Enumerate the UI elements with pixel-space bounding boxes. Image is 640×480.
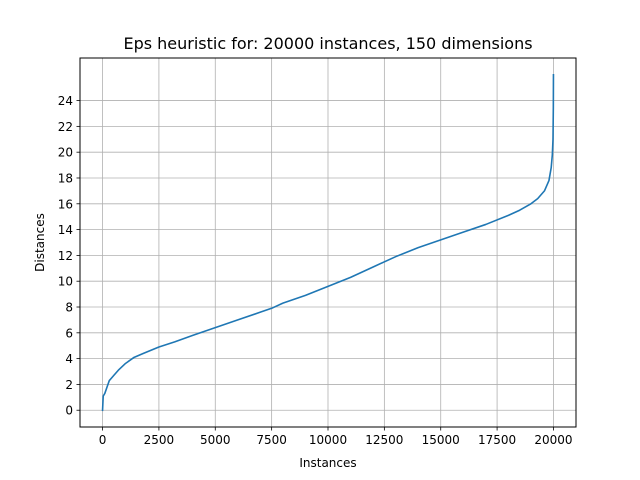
y-tick-label: 16	[58, 197, 73, 211]
x-tick-label: 0	[99, 433, 107, 447]
x-tick-label: 7500	[256, 433, 287, 447]
series-line	[101, 73, 555, 412]
y-tick-label: 0	[65, 404, 73, 418]
x-tick-label: 5000	[200, 433, 231, 447]
y-axis-label: Distances	[33, 213, 47, 272]
y-tick-label: 12	[58, 249, 73, 263]
grid-lines	[80, 58, 576, 427]
y-tick-label: 24	[58, 94, 73, 108]
y-tick-label: 18	[58, 171, 73, 185]
x-axis-ticks: 0 2500 5000 7500 10000 12500 15000 17500 20000	[99, 427, 573, 447]
y-tick-label: 10	[58, 275, 73, 289]
series-layer	[101, 73, 555, 412]
y-tick-label: 2	[65, 378, 73, 392]
chart-title: Eps heuristic for: 20000 instances, 150 …	[123, 34, 532, 53]
y-tick-label: 6	[65, 326, 73, 340]
y-tick-label: 22	[58, 120, 73, 134]
y-tick-label: 14	[58, 223, 73, 237]
x-tick-label: 15000	[422, 433, 460, 447]
x-tick-label: 20000	[534, 433, 572, 447]
x-tick-label: 10000	[309, 433, 347, 447]
y-tick-label: 20	[58, 146, 73, 160]
x-axis-label: Instances	[299, 456, 356, 470]
x-tick-label: 2500	[144, 433, 175, 447]
y-tick-label: 4	[65, 352, 73, 366]
x-tick-label: 17500	[478, 433, 516, 447]
y-tick-label: 8	[65, 301, 73, 315]
x-tick-label: 12500	[365, 433, 403, 447]
